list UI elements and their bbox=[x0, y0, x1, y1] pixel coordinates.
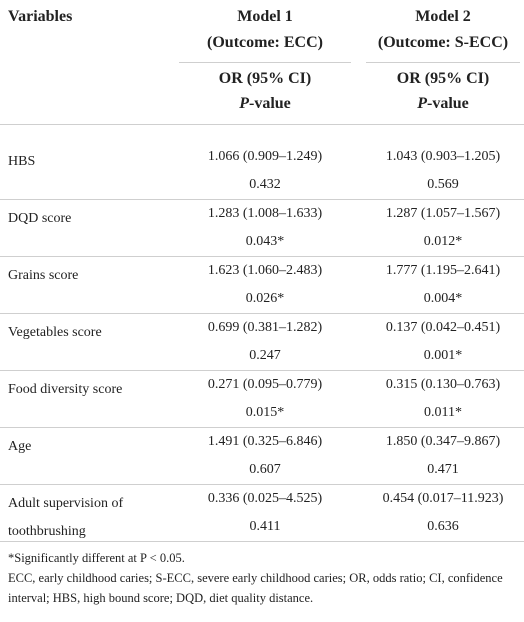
variable: Vegetables score bbox=[8, 325, 102, 340]
row-rule bbox=[0, 313, 524, 314]
footnotes: *Significantly different at P < 0.05. ECC… bbox=[8, 548, 520, 608]
p-value: 0.015* bbox=[245, 405, 285, 420]
row-rule bbox=[0, 256, 524, 257]
p-label-wrap: P-value bbox=[175, 93, 355, 115]
p-value: 0.026* bbox=[245, 291, 285, 306]
header-rule bbox=[179, 62, 351, 63]
or-ci: 0.699 (0.381–1.282) bbox=[207, 320, 323, 335]
or-ci: 1.850 (0.347–9.867) bbox=[385, 434, 501, 449]
variable: Age bbox=[8, 439, 32, 454]
or-ci: 1.043 (0.903–1.205) bbox=[385, 149, 501, 164]
or-ci: 1.777 (1.195–2.641) bbox=[385, 263, 501, 278]
row-rule bbox=[0, 370, 524, 371]
p-label-wrap: P-value bbox=[362, 93, 524, 115]
header-rule bbox=[366, 62, 520, 63]
footnote: ECC, early childhood caries; S-ECC, seve… bbox=[8, 571, 503, 605]
p-value: 0.001* bbox=[423, 348, 463, 363]
p-label: P-value bbox=[239, 95, 291, 112]
or-ci: 1.283 (1.008–1.633) bbox=[207, 206, 323, 221]
or-ci: 0.137 (0.042–0.451) bbox=[385, 320, 501, 335]
p-value: 0.636 bbox=[427, 519, 459, 534]
model-outcome: (Outcome: S-ECC) bbox=[377, 34, 509, 51]
variable: DQD score bbox=[8, 211, 72, 226]
footnote: *Significantly different at P < 0.05. bbox=[8, 551, 185, 565]
p-value: 0.012* bbox=[423, 234, 463, 249]
row-rule bbox=[0, 199, 524, 200]
p-value: 0.247 bbox=[249, 348, 281, 363]
or-ci: 0.454 (0.017–11.923) bbox=[382, 491, 504, 506]
p-value: 0.471 bbox=[427, 462, 459, 477]
variable: Grains score bbox=[8, 268, 79, 283]
p-value: 0.569 bbox=[427, 177, 459, 192]
row-rule bbox=[0, 541, 524, 542]
model-name: Model 2 bbox=[415, 8, 471, 25]
stat-label: OR (95% CI) bbox=[218, 70, 312, 87]
p-value: 0.607 bbox=[249, 462, 281, 477]
p-value: 0.432 bbox=[249, 177, 281, 192]
row-rule bbox=[0, 427, 524, 428]
model-outcome: (Outcome: ECC) bbox=[207, 34, 323, 51]
variable: HBS bbox=[8, 154, 36, 169]
p-value: 0.004* bbox=[423, 291, 463, 306]
or-ci: 1.623 (1.060–2.483) bbox=[207, 263, 323, 278]
or-ci: 0.271 (0.095–0.779) bbox=[207, 377, 323, 392]
variable: Food diversity score bbox=[8, 382, 123, 397]
or-ci: 0.315 (0.130–0.763) bbox=[385, 377, 501, 392]
variable: Adult supervision of toothbrushing bbox=[8, 496, 124, 539]
or-ci: 1.491 (0.325–6.846) bbox=[207, 434, 323, 449]
header-rule bbox=[0, 124, 524, 125]
or-ci: 1.066 (0.909–1.249) bbox=[207, 149, 323, 164]
header-variables: Variables bbox=[8, 8, 73, 25]
row-rule bbox=[0, 484, 524, 485]
p-value: 0.043* bbox=[245, 234, 285, 249]
or-ci: 1.287 (1.057–1.567) bbox=[385, 206, 501, 221]
p-label: P-value bbox=[417, 95, 469, 112]
model-name: Model 1 bbox=[237, 8, 293, 25]
p-value: 0.411 bbox=[249, 519, 281, 534]
stat-label: OR (95% CI) bbox=[396, 70, 490, 87]
p-value: 0.011* bbox=[424, 405, 462, 420]
or-ci: 0.336 (0.025–4.525) bbox=[207, 491, 323, 506]
